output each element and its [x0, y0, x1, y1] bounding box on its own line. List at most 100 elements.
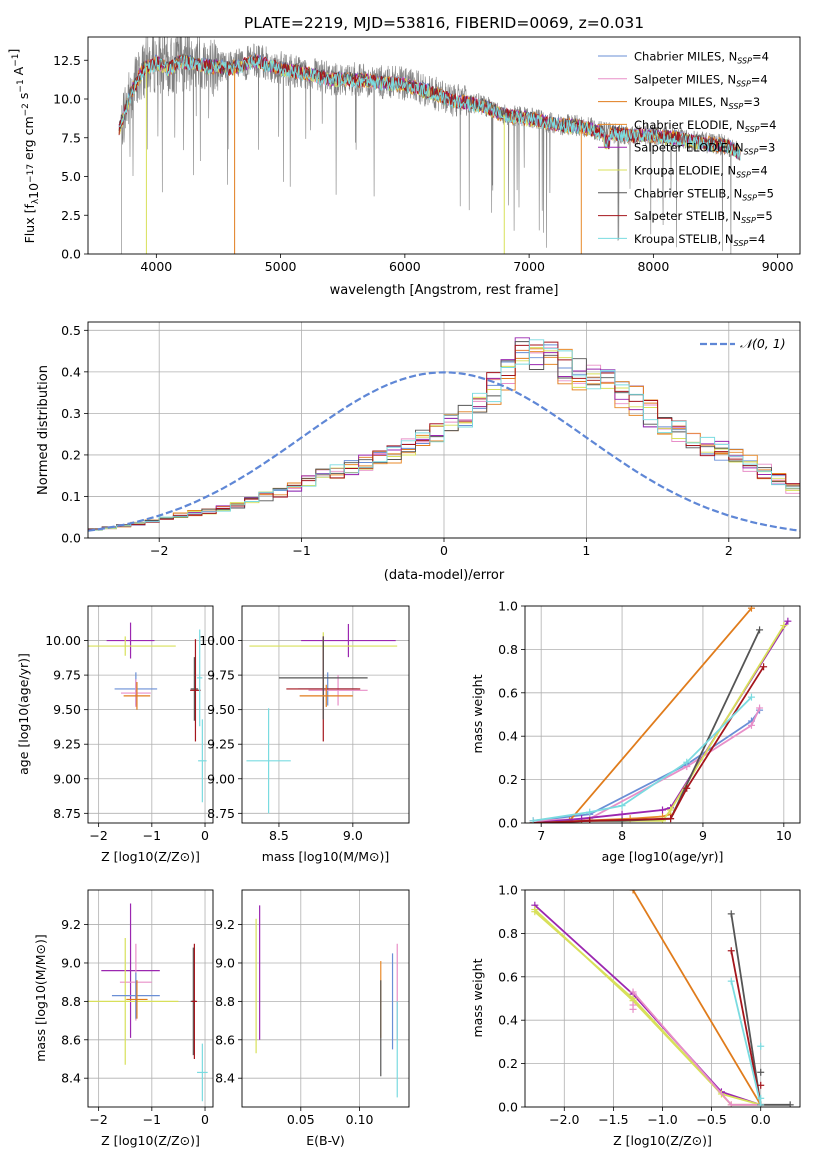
x-axis-label-mass-vs-EBV: E(B-V): [306, 1133, 345, 1148]
legend-label-salpeter-stelib: Salpeter STELIB, NSSP=5: [634, 209, 773, 225]
x-tick-label: 1: [582, 543, 590, 558]
legend-label-kroupa-stelib: Kroupa STELIB, NSSP=4: [634, 232, 765, 248]
x-tick-label: 8000: [637, 259, 669, 274]
axes-frame: [241, 605, 410, 824]
legend-label-kroupa-elodie: Kroupa ELODIE, NSSP=4: [634, 164, 768, 180]
plot-area-mass-vs-Z: [88, 903, 208, 1102]
y-tick-label: 9.00: [207, 771, 235, 786]
x-axis-label-weight-vs-age: age [log10(age/yr)]: [602, 849, 724, 864]
legend-label-chabrier-elodie: Chabrier ELODIE, NSSP=4: [634, 118, 776, 134]
y-tick-label: 8.75: [207, 806, 235, 821]
y-axis-label-weight-vs-age: mass weight: [470, 674, 485, 753]
y-tick-label: 9.2: [61, 917, 81, 932]
y-tick-label: 0.0: [498, 1100, 518, 1115]
x-tick-label: 5000: [265, 259, 297, 274]
y-tick-label: 0.2: [498, 772, 518, 787]
legend-label-chabrier-miles: Chabrier MILES, NSSP=4: [634, 50, 769, 66]
x-tick-label: −0.5: [696, 1112, 726, 1127]
weight-line-salpeter-miles: [533, 707, 761, 822]
axes-frame: [524, 889, 801, 1108]
x-tick-label: 4000: [140, 259, 172, 274]
plot-area-mass-vs-EBV: [255, 905, 398, 1098]
weight-line-salpeter-stelib: [730, 950, 762, 1105]
legend-label-kroupa-miles: Kroupa MILES, NSSP=3: [634, 95, 760, 111]
x-tick-label: 10: [776, 828, 792, 843]
y-tick-label: 9.0: [61, 955, 81, 970]
x-tick-label: 9.0: [343, 828, 363, 843]
histogram-kroupa-stelib: [88, 339, 800, 531]
x-tick-label: 0: [201, 828, 209, 843]
panel-mass-vs-Z: −2 −1 0 8.4 8.6 8.8 9.0 9.2: [61, 889, 214, 1127]
x-tick-label: −1.5: [598, 1112, 628, 1127]
y-axis-label-spectrum: Flux [fλ10−17 erg cm−2 s−1 A−1]: [6, 49, 41, 244]
plot-area-spectrum: [118, 37, 741, 254]
y-tick-label: 12.5: [53, 53, 81, 68]
plot-area-weight-vs-age: [529, 606, 792, 823]
axis-label: (data-model)/error: [384, 568, 505, 583]
y-tick-label: 0.6: [498, 685, 518, 700]
plot-area-residuals: [88, 337, 800, 532]
y-tick-label: 0.2: [61, 447, 81, 462]
legend-label-normal: 𝒩(0, 1): [740, 336, 786, 351]
weight-line-kroupa-elodie: [534, 908, 761, 1106]
x-axis-label-mass-vs-Z: Z [log10(Z/Z⊙)]: [101, 1133, 200, 1148]
x-tick-label: 0.10: [346, 1112, 374, 1127]
y-tick-label: 9.50: [53, 702, 81, 717]
y-tick-label: 8.75: [53, 806, 81, 821]
y-tick-label: 0.6: [498, 969, 518, 984]
x-axis-label-age-vs-Z: Z [log10(Z/Z⊙)]: [101, 849, 200, 864]
y-tick-label: 1.0: [498, 599, 518, 614]
x-tick-label: 8: [618, 828, 626, 843]
y-tick-label: 7.5: [61, 130, 81, 145]
x-tick-label: −2: [89, 1112, 107, 1127]
normal-curve: [88, 371, 800, 532]
y-tick-label: 9.50: [207, 702, 235, 717]
y-tick-label: 0.4: [61, 364, 81, 379]
y-tick-label: 0.0: [61, 531, 81, 546]
axis-label: wavelength [Angstrom, rest frame]: [330, 283, 559, 298]
y-tick-label: 0.2: [498, 1056, 518, 1071]
x-tick-label: 0: [201, 1112, 209, 1127]
x-tick-label: 0.0: [751, 1112, 771, 1127]
y-tick-label: 0.4: [498, 1013, 518, 1028]
histogram-salpeter-miles: [88, 347, 800, 530]
y-tick-label: 9.25: [53, 737, 81, 752]
y-tick-label: 9.75: [207, 668, 235, 683]
weight-line-kroupa-miles: [632, 890, 762, 1106]
figure-title: PLATE=2219, MJD=53816, FIBERID=0069, z=0…: [244, 14, 644, 32]
x-tick-label: −2: [89, 828, 107, 843]
y-tick-label: 0.5: [61, 323, 81, 338]
x-tick-label: −2: [150, 543, 168, 558]
x-tick-label: −1: [292, 543, 310, 558]
legend-label-salpeter-miles: Salpeter MILES, NSSP=4: [634, 72, 768, 88]
x-tick-label: −1: [143, 828, 161, 843]
model-spectrum-kroupa-stelib: [118, 55, 741, 161]
x-tick-label: 0.05: [287, 1112, 315, 1127]
y-tick-label: 9.00: [53, 771, 81, 786]
weight-line-salpeter-elodie: [534, 904, 761, 1106]
x-tick-label: 6000: [389, 259, 421, 274]
plot-area-age-vs-Z: [88, 622, 207, 803]
axes-frame: [87, 36, 801, 255]
axes-frame: [87, 605, 214, 824]
panel-residuals: −2 −1 0 1 2 0.0 0.1 0.2 0.3 0.4 0.5: [61, 321, 801, 558]
panel-age-vs-Z: −2 −1 0 8.75 9.00 9.25 9.50 9.75 10.00: [45, 605, 214, 843]
weight-line-salpeter-stelib: [533, 666, 765, 823]
axes-frame: [87, 321, 801, 539]
y-tick-label: 0.8: [498, 642, 518, 657]
y-tick-label: 5.0: [61, 169, 81, 184]
y-axis-label-age-vs-Z: age [log10(age/yr)]: [16, 653, 31, 775]
x-tick-label: 9000: [762, 259, 794, 274]
y-tick-label: 10.00: [45, 633, 81, 648]
y-tick-label: 10.0: [53, 92, 81, 107]
model-spectrum-salpeter-stelib: [118, 54, 741, 161]
x-tick-label: 2: [725, 543, 733, 558]
x-tick-label: 0: [440, 543, 448, 558]
x-tick-label: 7: [537, 828, 545, 843]
weight-line-kroupa-stelib: [730, 980, 762, 1106]
y-tick-label: 10.00: [199, 633, 235, 648]
y-tick-label: 2.5: [61, 208, 81, 223]
x-tick-label: 7000: [513, 259, 545, 274]
x-tick-label: −1: [143, 1112, 161, 1127]
